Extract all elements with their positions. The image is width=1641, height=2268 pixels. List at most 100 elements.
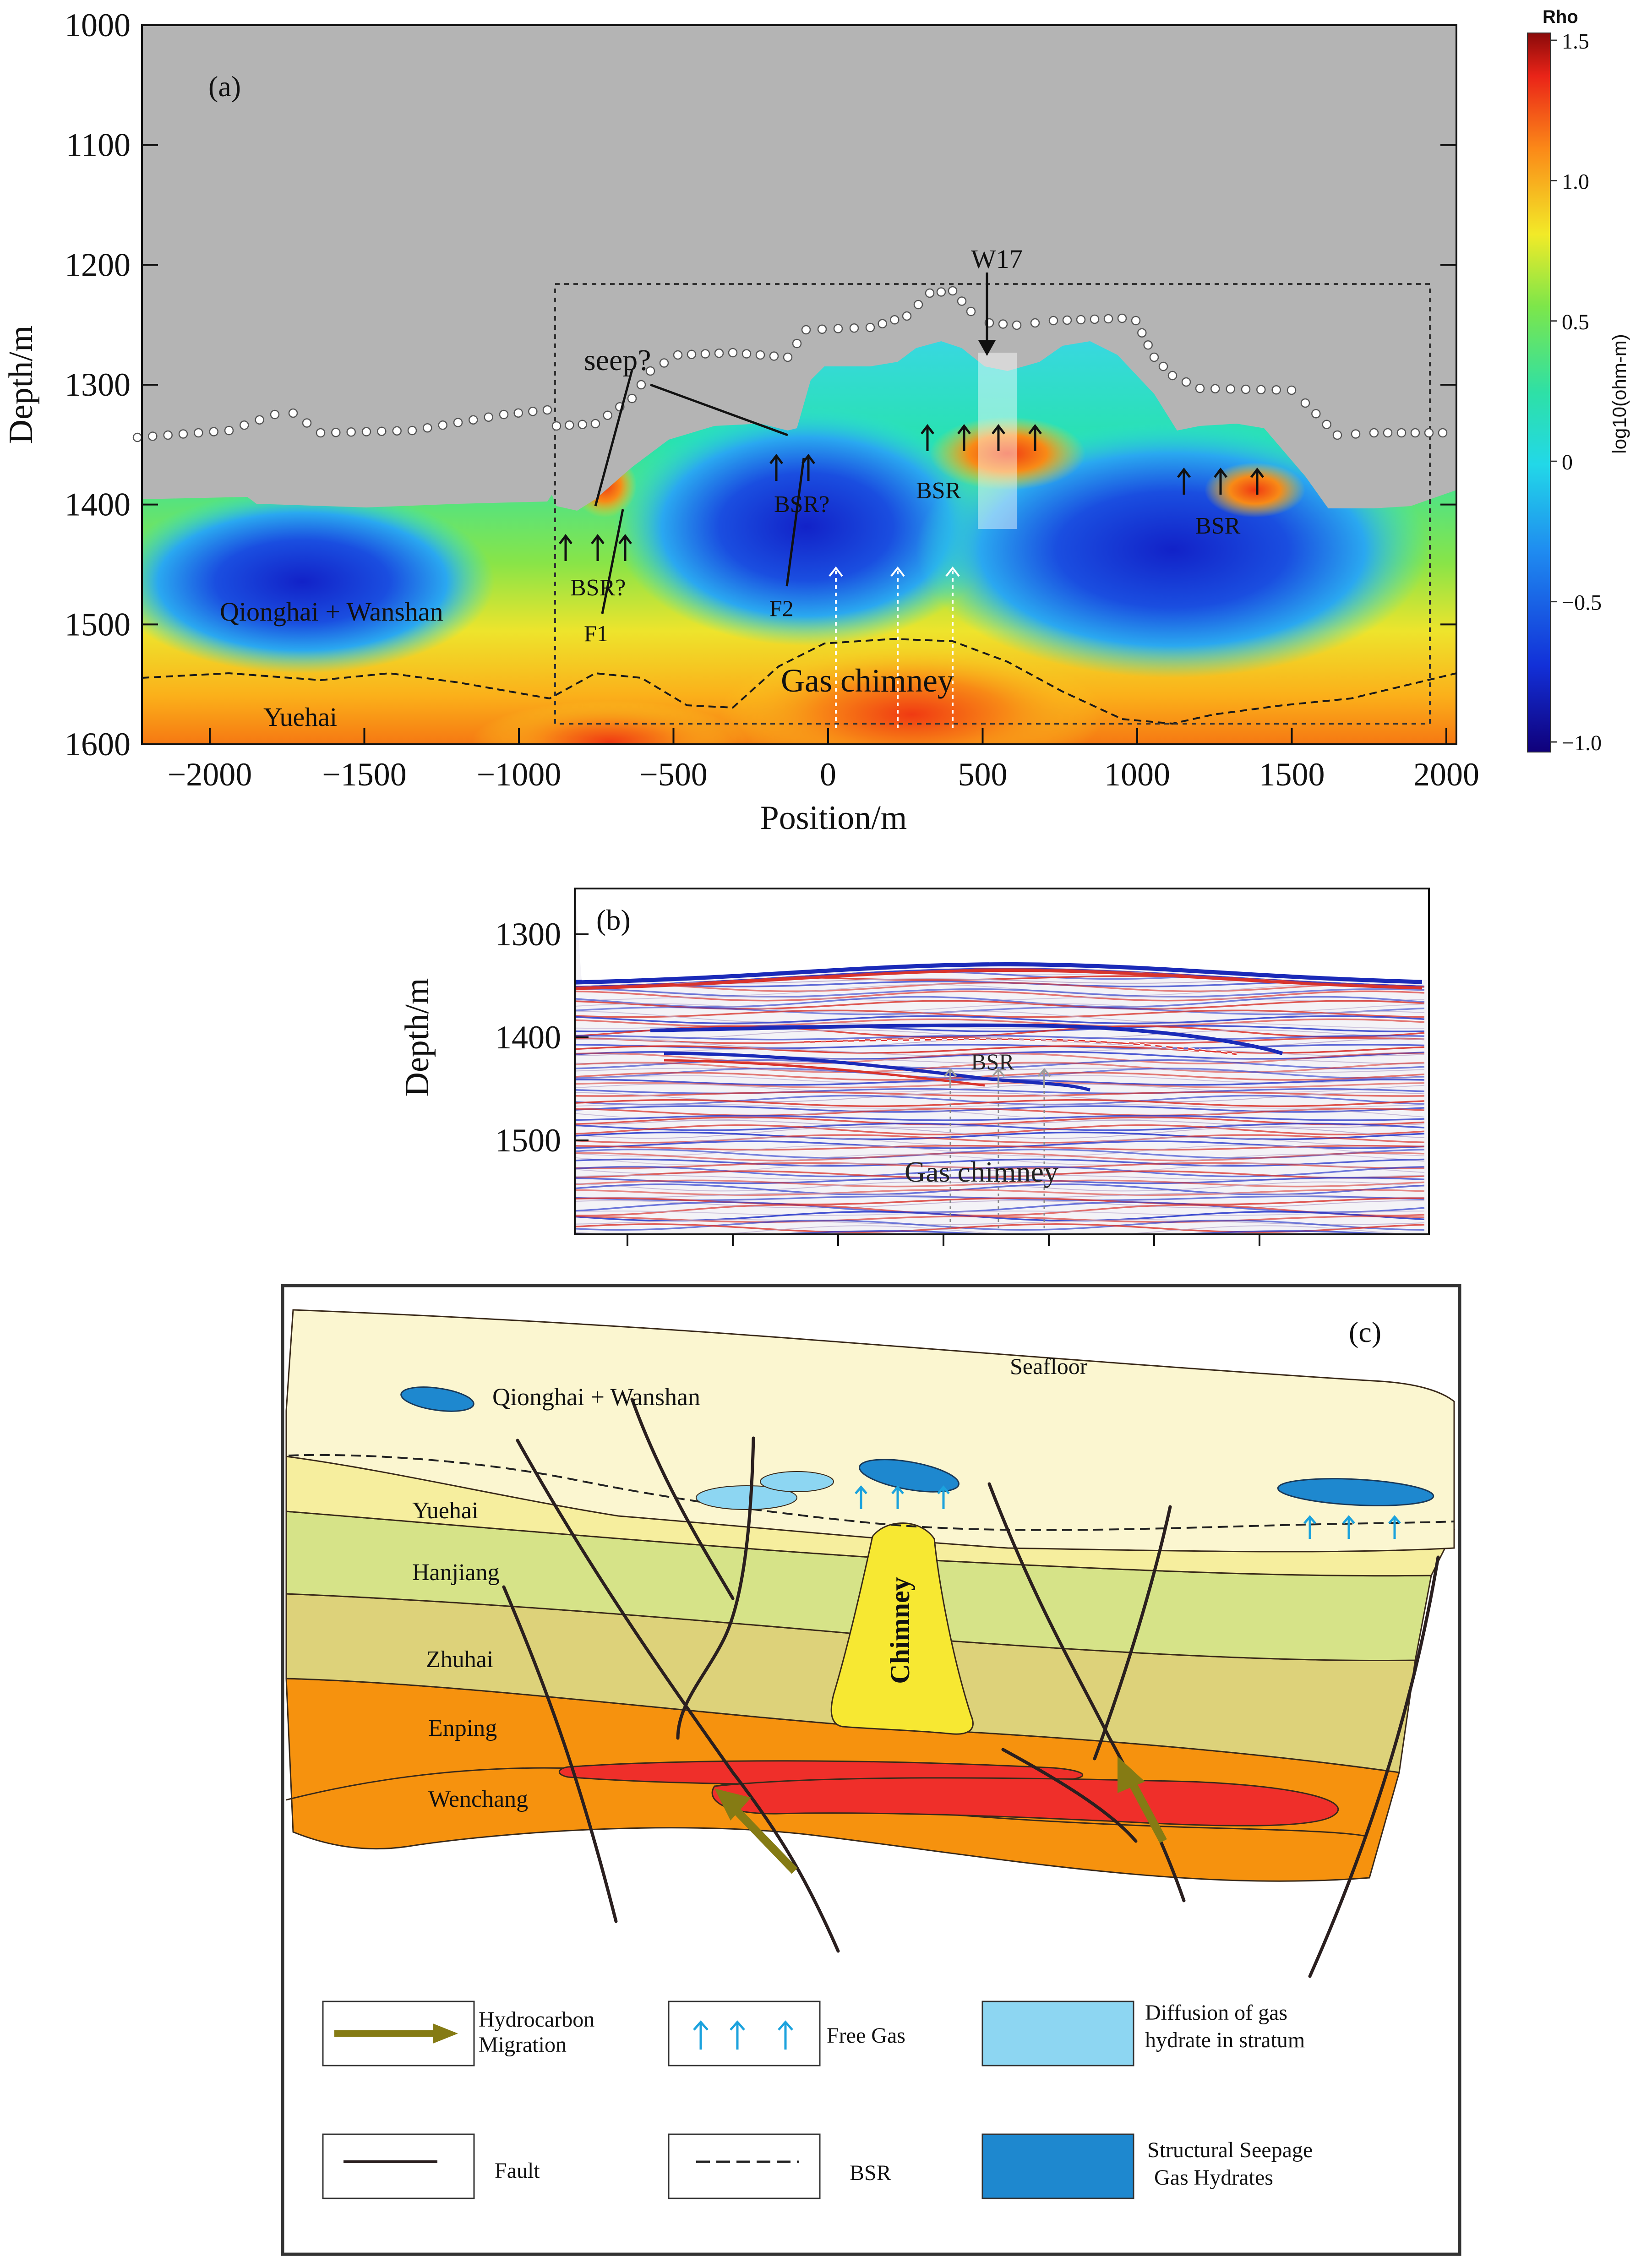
bsr-arrow (618, 534, 632, 561)
seafloor-point (209, 427, 218, 436)
seafloor-point (1030, 318, 1040, 328)
seismic-reflection (575, 1181, 1425, 1192)
fault (502, 1585, 618, 1923)
seafloor-point (700, 349, 710, 359)
seafloor-reflector (575, 969, 1423, 990)
seafloor-point (578, 420, 587, 429)
free-gas-arrow (891, 1485, 904, 1509)
gas-arrow (1037, 1068, 1051, 1088)
y-axis-label-b: Depth/m (398, 978, 436, 1097)
legend-migration-label: Hydrocarbon (479, 2007, 594, 2032)
seafloor-point (673, 350, 683, 360)
seafloor-point (1062, 315, 1072, 325)
panel-c-frame (281, 1284, 1461, 2256)
fault (630, 1397, 735, 1600)
seafloor-point (1195, 383, 1205, 393)
low-resistivity-zone (614, 408, 998, 646)
bsr-boundary-line (142, 638, 1457, 725)
fault (1093, 1505, 1172, 1761)
enping-label: Enping (428, 1715, 497, 1741)
seismic-reflection (575, 1044, 1425, 1049)
seep-leader-line (650, 383, 788, 436)
x-tick-label: 500 (958, 756, 1008, 793)
bsr-question-label: BSR? (774, 491, 829, 518)
y-tick-label: 1300 (495, 916, 561, 953)
seafloor-point (542, 405, 552, 415)
colorbar-tick-label: −1.0 (1562, 731, 1602, 755)
seismic-reflection (575, 1200, 1425, 1209)
structural-seepage-hydrate (859, 1459, 960, 1493)
bsr-question-label: BSR? (570, 575, 626, 601)
gas-reservoir (711, 1777, 1339, 1826)
seafloor-point (966, 306, 976, 316)
seafloor-point (769, 351, 779, 361)
seafloor-point (288, 408, 298, 418)
legend-diffusion-label: hydrate in stratum (1145, 2028, 1305, 2052)
legend-box-free-gas (668, 2001, 821, 2066)
seafloor-point (1396, 428, 1407, 438)
y-tick-label: 1400 (65, 486, 131, 523)
hydrate-diffusion-zone (760, 1471, 834, 1492)
fault-f2-line (785, 458, 805, 587)
seafloor-point (469, 415, 478, 425)
seismic-reflection (575, 1022, 1425, 1029)
colorbar-ticks: 1.5 1.0 0.5 0 −0.5 −1.0 (1550, 29, 1602, 755)
bsr-arrow (992, 424, 1005, 451)
gas-chimney-body (830, 1522, 974, 1735)
seafloor-point (957, 296, 967, 306)
fault (516, 1439, 840, 1953)
seafloor-point (499, 409, 509, 420)
colorbar-unit: log10(ohm-m) (1608, 334, 1630, 453)
bsr-arrow (921, 424, 934, 451)
seafloor-point (755, 350, 765, 360)
seafloor-point (255, 415, 264, 425)
structural-seepage-hydrate (1277, 1478, 1434, 1506)
gas-arrow-head (945, 566, 960, 577)
seafloor-point (1181, 377, 1191, 387)
structural-seepage-hydrate (400, 1386, 474, 1412)
seismic-reflection (575, 1009, 1425, 1018)
seismic-reflection (575, 1015, 1425, 1025)
fault-f2-label: F2 (769, 595, 794, 621)
seismic-reflection (575, 1103, 1425, 1109)
seafloor-point (1131, 316, 1141, 326)
seismic-reflection (575, 1029, 1425, 1040)
seafloor-point (728, 348, 738, 358)
legend-diffusion-swatch (981, 2001, 1134, 2066)
seafloor-point (1012, 320, 1022, 330)
seafloor-points (132, 286, 1448, 442)
seafloor-point (1351, 429, 1361, 439)
legend-structural-swatch (981, 2133, 1134, 2199)
seafloor-point (948, 286, 958, 296)
seismic-reflection (575, 1116, 1425, 1126)
seafloor-point (1158, 361, 1168, 371)
colorbar-tick-label: 1.5 (1562, 29, 1589, 54)
seafloor-point (865, 322, 875, 333)
seafloor-point (224, 425, 234, 436)
seafloor-point (1167, 371, 1178, 381)
free-gas-arrow (693, 2020, 709, 2050)
seismic-reflection (575, 1072, 1425, 1081)
seafloor-point (1287, 385, 1297, 395)
fault (676, 1436, 755, 1740)
seafloor-point (565, 420, 574, 430)
seep-leader-line (594, 370, 633, 507)
y-tick-label: 1100 (66, 127, 131, 164)
seafloor-point (1271, 385, 1281, 395)
y-tick-label: 1500 (495, 1122, 561, 1159)
seafloor-point (484, 412, 493, 422)
x-tick-label: −1500 (322, 756, 407, 793)
seafloor-reflector (575, 962, 1423, 985)
gas-chimney-label-b: Gas chimney (905, 1156, 1058, 1188)
gas-arrow-head (829, 566, 843, 577)
seafloor-point (1311, 409, 1321, 419)
seismic-reflection (575, 1131, 1425, 1140)
seafloor-point (132, 432, 142, 442)
zhuhai-label: Zhuhai (426, 1646, 493, 1673)
panel-b-seismic-section: (b) BSR Gas chimney 1300 1400 1500 Depth/m (398, 888, 1430, 1246)
seafloor-point (1424, 428, 1434, 438)
seismic-reflection (575, 1091, 1425, 1097)
free-gas-arrow (1342, 1515, 1355, 1539)
x-axis: −2000 −1500 −1000 −500 0 500 1000 1500 2000 (168, 728, 1479, 793)
fault-f1-label: F1 (584, 621, 608, 646)
